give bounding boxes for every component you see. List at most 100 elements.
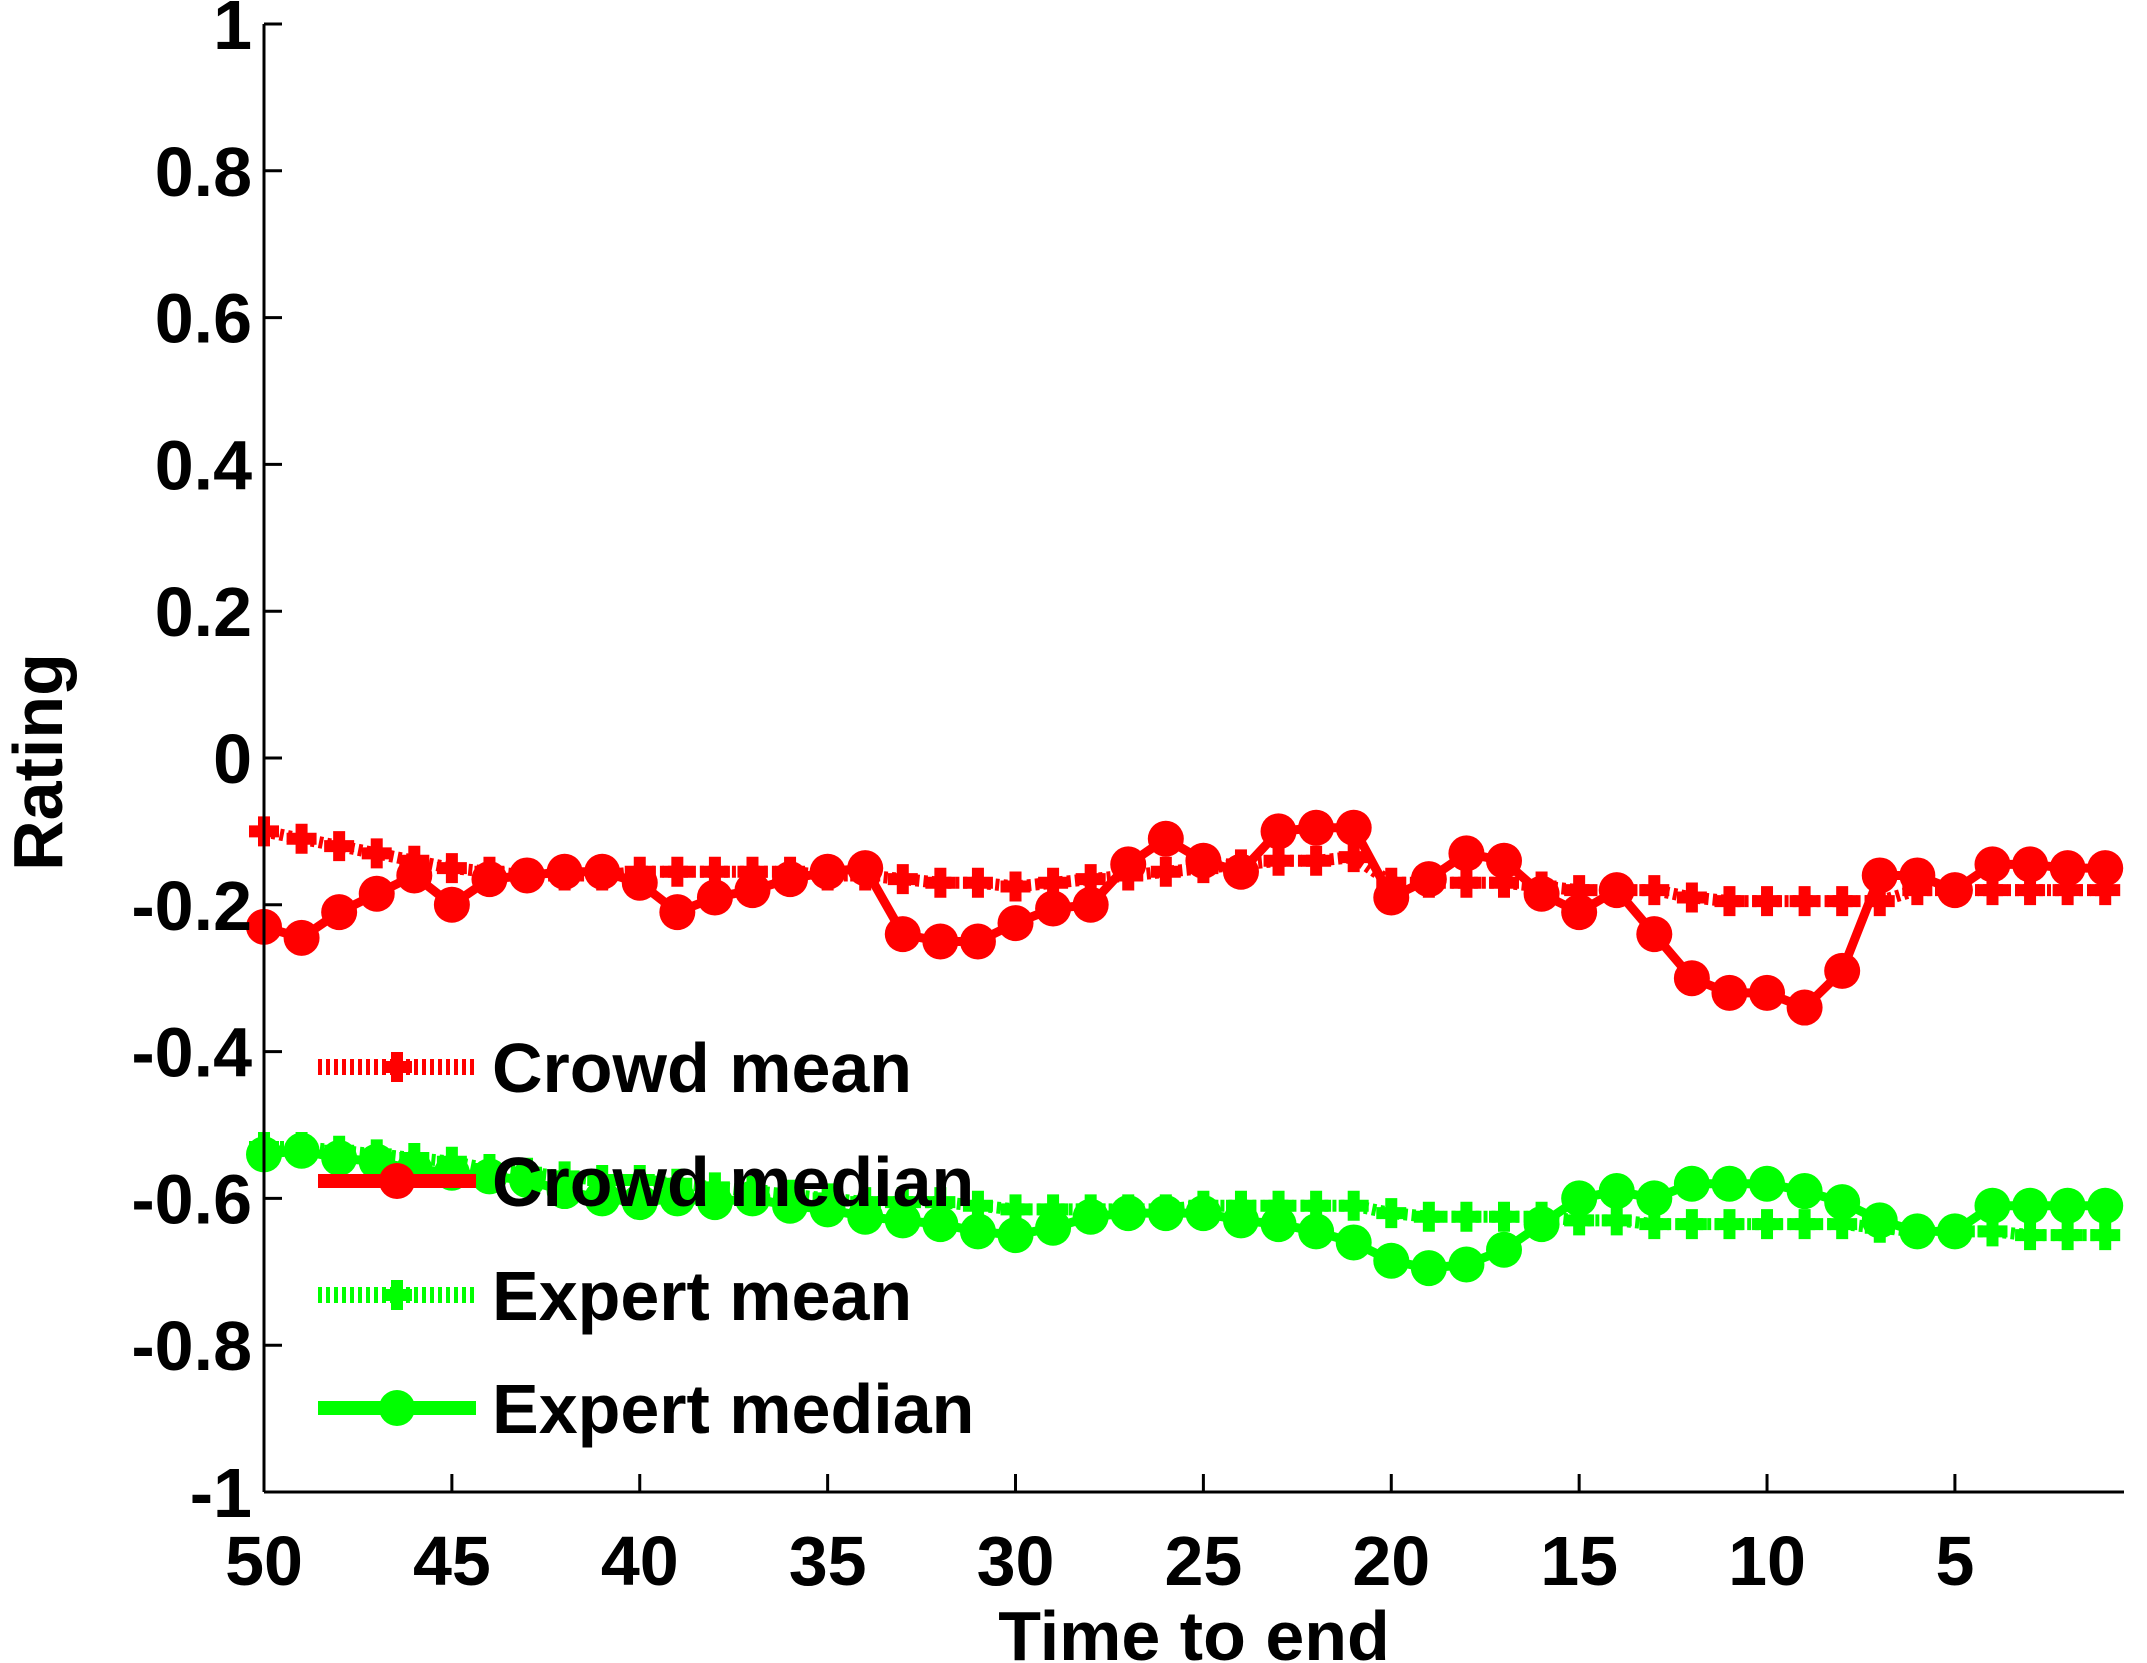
data-point-crowd-mean — [1000, 871, 1031, 902]
data-point-crowd-median — [321, 894, 358, 931]
data-point-expert-median — [1598, 1173, 1635, 1210]
data-point-crowd-median — [1072, 886, 1109, 923]
data-point-crowd-median — [396, 857, 433, 894]
data-point-crowd-mean — [1714, 886, 1745, 917]
data-point-expert-median — [1410, 1250, 1447, 1287]
data-point-crowd-median — [1899, 857, 1936, 894]
data-point-expert-median — [2049, 1187, 2086, 1224]
data-point-expert-median — [1035, 1209, 1072, 1246]
x-tick-label: 30 — [977, 1522, 1055, 1600]
data-point-crowd-median — [1749, 974, 1786, 1011]
data-point-crowd-median — [1974, 846, 2011, 883]
series-expert-median — [246, 1132, 2124, 1287]
data-point-crowd-median — [659, 894, 696, 931]
y-tick-label: 0.2 — [155, 573, 252, 651]
data-point-expert-mean — [2015, 1220, 2046, 1251]
data-point-crowd-median — [1448, 835, 1485, 872]
data-point-crowd-mean — [1338, 842, 1369, 873]
data-point-crowd-median — [1673, 960, 1710, 997]
data-point-expert-median — [1448, 1246, 1485, 1283]
data-point-expert-median — [1899, 1213, 1936, 1250]
data-point-expert-median — [1749, 1165, 1786, 1202]
data-point-crowd-median — [1561, 894, 1598, 931]
legend-label: Expert mean — [492, 1257, 912, 1335]
data-point-crowd-median — [1185, 842, 1222, 879]
data-point-expert-mean — [1752, 1209, 1783, 1240]
series-layer — [246, 809, 2124, 1287]
data-point-crowd-median — [509, 857, 546, 894]
data-point-expert-median — [884, 1202, 921, 1239]
data-point-expert-mean — [1789, 1209, 1820, 1240]
data-point-crowd-median — [2049, 850, 2086, 887]
legend-item-crowd-mean: Crowd mean — [318, 1029, 912, 1107]
data-point-expert-median — [997, 1217, 1034, 1254]
data-point-expert-mean — [1376, 1198, 1407, 1229]
data-point-expert-median — [659, 1180, 696, 1217]
x-tick-label: 50 — [225, 1522, 303, 1600]
data-point-expert-mean — [1451, 1201, 1482, 1232]
data-point-crowd-median — [1523, 875, 1560, 912]
data-point-expert-median — [696, 1184, 733, 1221]
data-point-crowd-median — [1486, 842, 1522, 879]
data-point-expert-median — [734, 1180, 771, 1217]
data-point-crowd-median — [696, 879, 733, 916]
data-point-expert-mean — [1338, 1190, 1369, 1221]
y-axis-label: Rating — [0, 653, 77, 871]
data-point-crowd-median — [1936, 872, 1973, 909]
data-point-expert-median — [1222, 1202, 1259, 1239]
x-tick-label: 35 — [789, 1522, 867, 1600]
y-tick-label: -0.6 — [131, 1160, 252, 1238]
data-point-crowd-mean — [1639, 875, 1670, 906]
legend-item-expert-median: Expert median — [318, 1370, 974, 1448]
data-point-crowd-mean — [1150, 856, 1181, 887]
data-point-expert-median — [1373, 1242, 1410, 1279]
legend-label: Crowd median — [492, 1143, 974, 1221]
x-tick-label: 10 — [1728, 1522, 1806, 1600]
legend-item-expert-mean: Expert mean — [318, 1257, 912, 1335]
series-crowd-median — [246, 809, 2124, 1026]
data-point-expert-median — [2087, 1187, 2124, 1224]
data-point-expert-median — [1824, 1184, 1861, 1221]
x-tick-label: 45 — [413, 1522, 491, 1600]
data-point-crowd-mean — [436, 853, 467, 884]
data-point-expert-median — [321, 1140, 358, 1177]
data-point-expert-median — [922, 1206, 959, 1243]
legend-swatch-marker — [379, 1163, 415, 1199]
y-tick-label: 0.4 — [155, 426, 252, 504]
data-point-expert-median — [1786, 1173, 1823, 1210]
data-point-expert-median — [809, 1191, 846, 1228]
data-point-crowd-mean — [1827, 886, 1858, 917]
data-point-crowd-median — [1711, 974, 1748, 1011]
data-point-crowd-median — [471, 861, 508, 898]
data-point-expert-median — [847, 1198, 884, 1235]
data-point-crowd-mean — [1263, 845, 1294, 876]
data-point-crowd-median — [1260, 813, 1297, 850]
data-point-crowd-median — [1147, 820, 1184, 857]
y-tick-label: -0.2 — [131, 867, 252, 945]
data-point-crowd-median — [546, 853, 583, 890]
data-point-expert-median — [1486, 1231, 1522, 1268]
data-point-crowd-mean — [662, 856, 693, 887]
data-point-crowd-mean — [324, 831, 355, 862]
data-point-crowd-mean — [1676, 882, 1707, 913]
data-point-crowd-median — [1335, 809, 1372, 846]
data-point-crowd-median — [1222, 853, 1259, 890]
data-point-expert-median — [2012, 1187, 2049, 1224]
data-point-crowd-mean — [1752, 886, 1783, 917]
axes-layer: 1 0.8 0.6 0.4 0.2 0 -0.2 -0.4 -0.6 -0.8 -150 45 40 35… — [131, 0, 2124, 1600]
data-point-expert-median — [1260, 1206, 1297, 1243]
legend-label: Expert median — [492, 1370, 974, 1448]
data-point-expert-median — [959, 1213, 996, 1250]
legend-swatch-marker — [379, 1390, 415, 1426]
data-point-expert-median — [1936, 1213, 1973, 1250]
data-point-crowd-median — [1298, 809, 1335, 846]
data-point-expert-median — [509, 1162, 546, 1199]
data-point-expert-mean — [2052, 1220, 2083, 1251]
data-point-crowd-median — [2012, 846, 2049, 883]
data-point-expert-median — [546, 1173, 583, 1210]
data-point-crowd-median — [1035, 890, 1072, 927]
data-point-crowd-mean — [361, 838, 392, 869]
data-point-expert-mean — [1413, 1201, 1444, 1232]
